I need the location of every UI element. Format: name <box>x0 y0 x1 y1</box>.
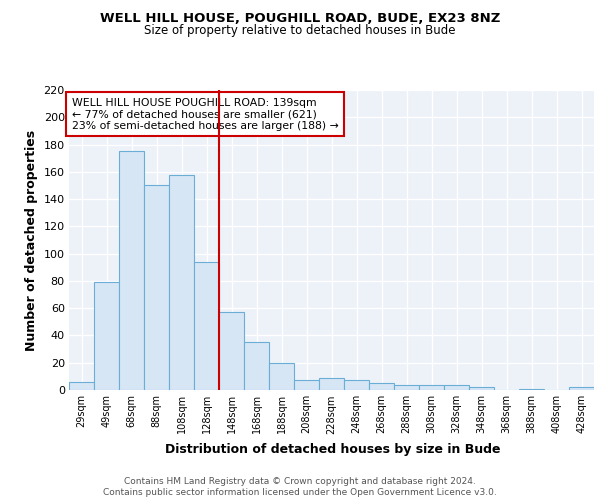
Bar <box>294 380 319 390</box>
Text: WELL HILL HOUSE POUGHILL ROAD: 139sqm
← 77% of detached houses are smaller (621): WELL HILL HOUSE POUGHILL ROAD: 139sqm ← … <box>71 98 338 130</box>
Bar <box>569 388 594 390</box>
Bar <box>344 380 369 390</box>
Bar <box>269 362 294 390</box>
Bar <box>69 382 94 390</box>
Bar <box>419 384 444 390</box>
Bar <box>94 282 119 390</box>
Bar <box>444 384 469 390</box>
Bar <box>244 342 269 390</box>
Bar <box>194 262 219 390</box>
Bar <box>144 186 169 390</box>
Text: Size of property relative to detached houses in Bude: Size of property relative to detached ho… <box>144 24 456 37</box>
Bar <box>369 383 394 390</box>
Bar <box>394 384 419 390</box>
Text: Distribution of detached houses by size in Bude: Distribution of detached houses by size … <box>165 442 501 456</box>
Bar <box>469 388 494 390</box>
Bar <box>519 388 544 390</box>
Text: WELL HILL HOUSE, POUGHILL ROAD, BUDE, EX23 8NZ: WELL HILL HOUSE, POUGHILL ROAD, BUDE, EX… <box>100 12 500 26</box>
Bar <box>169 174 194 390</box>
Bar <box>319 378 344 390</box>
Text: Contains HM Land Registry data © Crown copyright and database right 2024.
Contai: Contains HM Land Registry data © Crown c… <box>103 478 497 497</box>
Bar <box>219 312 244 390</box>
Bar <box>119 152 144 390</box>
Y-axis label: Number of detached properties: Number of detached properties <box>25 130 38 350</box>
